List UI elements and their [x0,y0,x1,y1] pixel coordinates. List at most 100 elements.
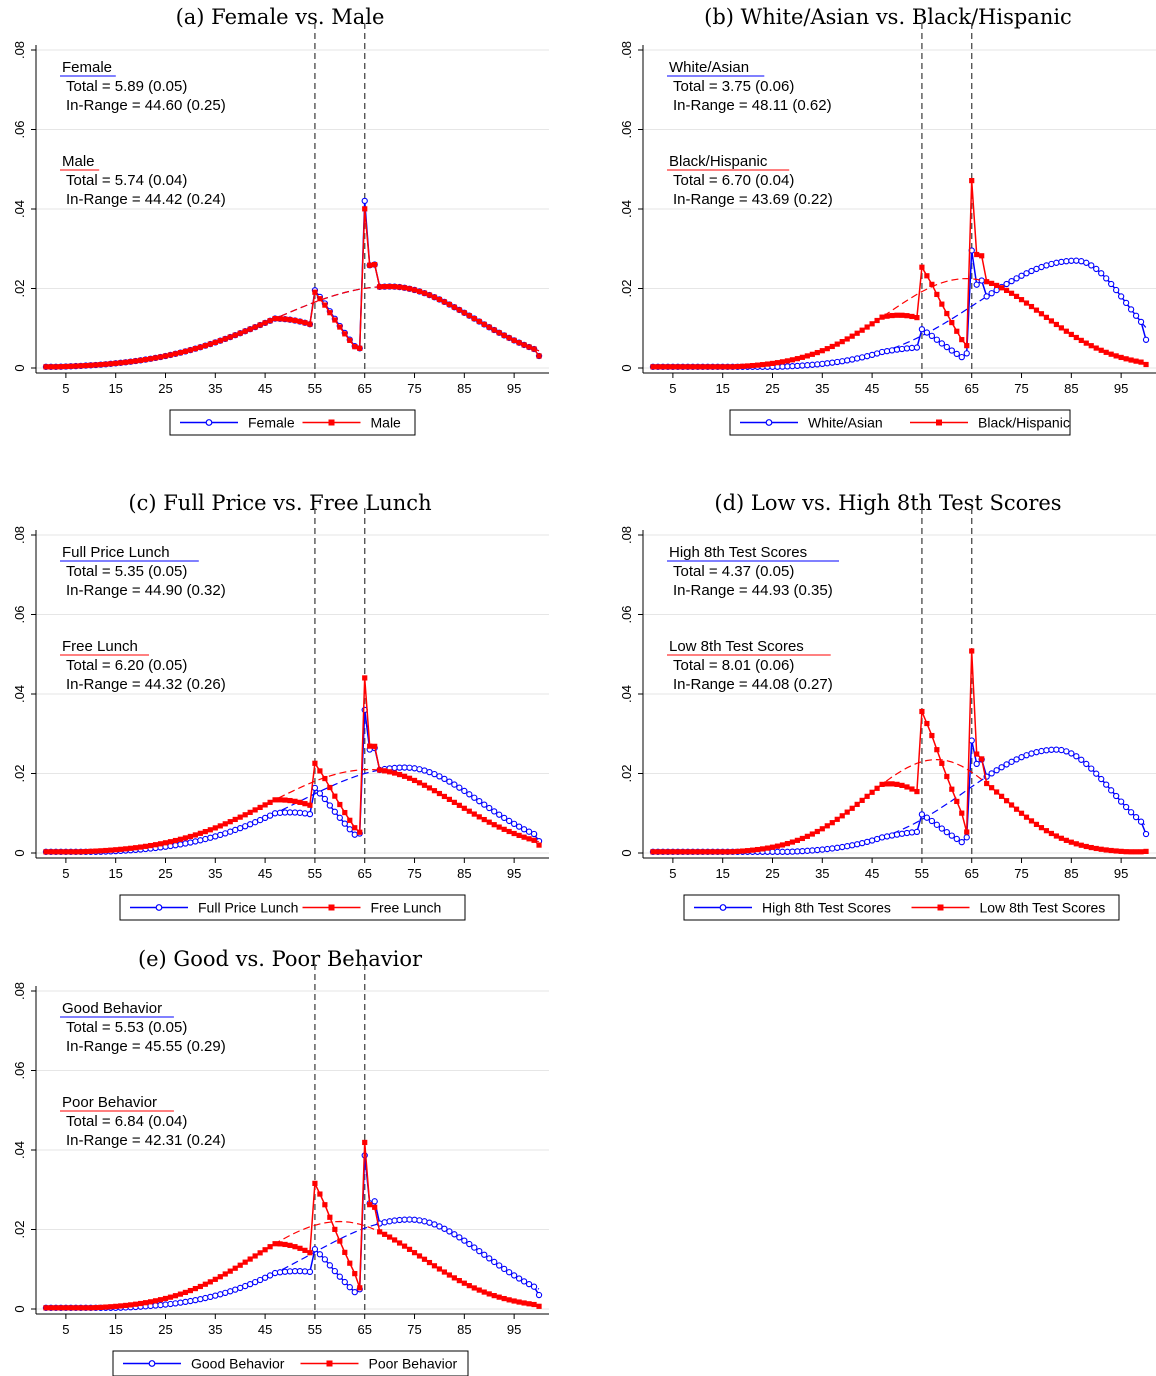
data-point [1023,814,1030,820]
data-point [943,343,950,351]
data-point [302,1247,308,1253]
data-point [367,1202,373,1208]
data-point [754,362,761,368]
data-point [904,784,910,790]
data-point [297,799,303,805]
series-poor-behavior [43,1139,542,1311]
data-point [804,362,811,369]
data-point [974,751,980,757]
data-point [73,1305,79,1311]
data-point [252,324,258,330]
data-point [969,648,975,654]
data-point [157,841,164,847]
data-point [98,362,104,368]
data-point [406,286,413,292]
data-point [858,839,866,847]
x-tick-label: 15 [108,866,122,881]
data-point [864,324,870,330]
data-point [426,292,433,298]
data-point [177,350,184,356]
data-point [809,361,816,368]
data-point [1137,818,1145,825]
data-point [491,1293,497,1299]
data-point [416,1217,423,1224]
data-point [267,1244,273,1250]
data-point [68,363,74,369]
data-point [1023,270,1030,277]
data-point [1122,299,1130,307]
series-high-8th-test-scores [649,737,1150,855]
legend-marker [328,904,335,911]
data-point [476,798,483,805]
data-point [58,849,64,855]
data-point [1113,353,1119,359]
data-point [1048,318,1055,324]
x-tick-label: 65 [964,866,978,881]
data-point [237,1262,243,1268]
data-point [1048,830,1055,837]
data-point [1143,848,1149,855]
legend-label: Low 8th Test Scores [980,900,1106,916]
data-point [411,1216,418,1223]
legend: Good Behavior Poor Behavior [112,1350,469,1376]
data-point [769,848,776,855]
data-point [655,849,661,855]
legend-marker [148,1360,156,1367]
data-point [486,1255,493,1262]
data-point [406,1216,413,1223]
data-point [1093,770,1100,777]
data-point [187,1287,193,1294]
data-point [491,1258,498,1266]
data-point [272,315,278,322]
data-point [491,327,497,333]
data-point [227,334,233,340]
data-point [346,1284,353,1291]
data-point [63,1305,69,1311]
data-point [884,313,890,319]
data-point [1008,758,1015,765]
data-point [1033,749,1040,756]
data-point [854,841,861,848]
data-point [486,1291,492,1297]
data-point [227,1268,233,1274]
data-point [396,764,403,771]
data-point [232,1286,239,1293]
data-point [317,296,323,302]
data-point [192,832,198,838]
data-point [197,837,204,844]
data-point [451,799,457,805]
annotation-total: Total = 3.75 (0.06) [673,78,794,95]
data-point [899,312,905,318]
data-point [675,364,681,370]
data-point [994,789,1000,795]
data-point [337,324,343,330]
data-point [799,835,805,842]
data-point [794,848,801,855]
data-point [878,348,886,356]
data-point [187,347,193,353]
data-point [232,1265,238,1271]
data-point [277,1241,283,1247]
data-point [1028,750,1035,757]
data-point [898,345,906,353]
data-point [262,320,268,326]
annotation-label: Poor Behavior [62,1094,157,1111]
data-point [536,1303,542,1309]
annotation-label: Female [62,59,112,76]
data-point [377,284,383,290]
data-point [789,357,796,363]
data-point [406,1246,413,1252]
data-point [680,849,686,855]
x-tick-label: 95 [1114,866,1128,881]
data-point [1043,747,1050,754]
data-point [1023,752,1030,759]
data-point [103,847,109,854]
data-point [929,281,935,287]
data-point [928,817,936,825]
series-line [46,200,540,368]
data-point [525,1280,533,1288]
data-point [1078,337,1084,343]
data-point [979,253,985,259]
data-point [471,1244,478,1251]
data-point [933,336,941,343]
